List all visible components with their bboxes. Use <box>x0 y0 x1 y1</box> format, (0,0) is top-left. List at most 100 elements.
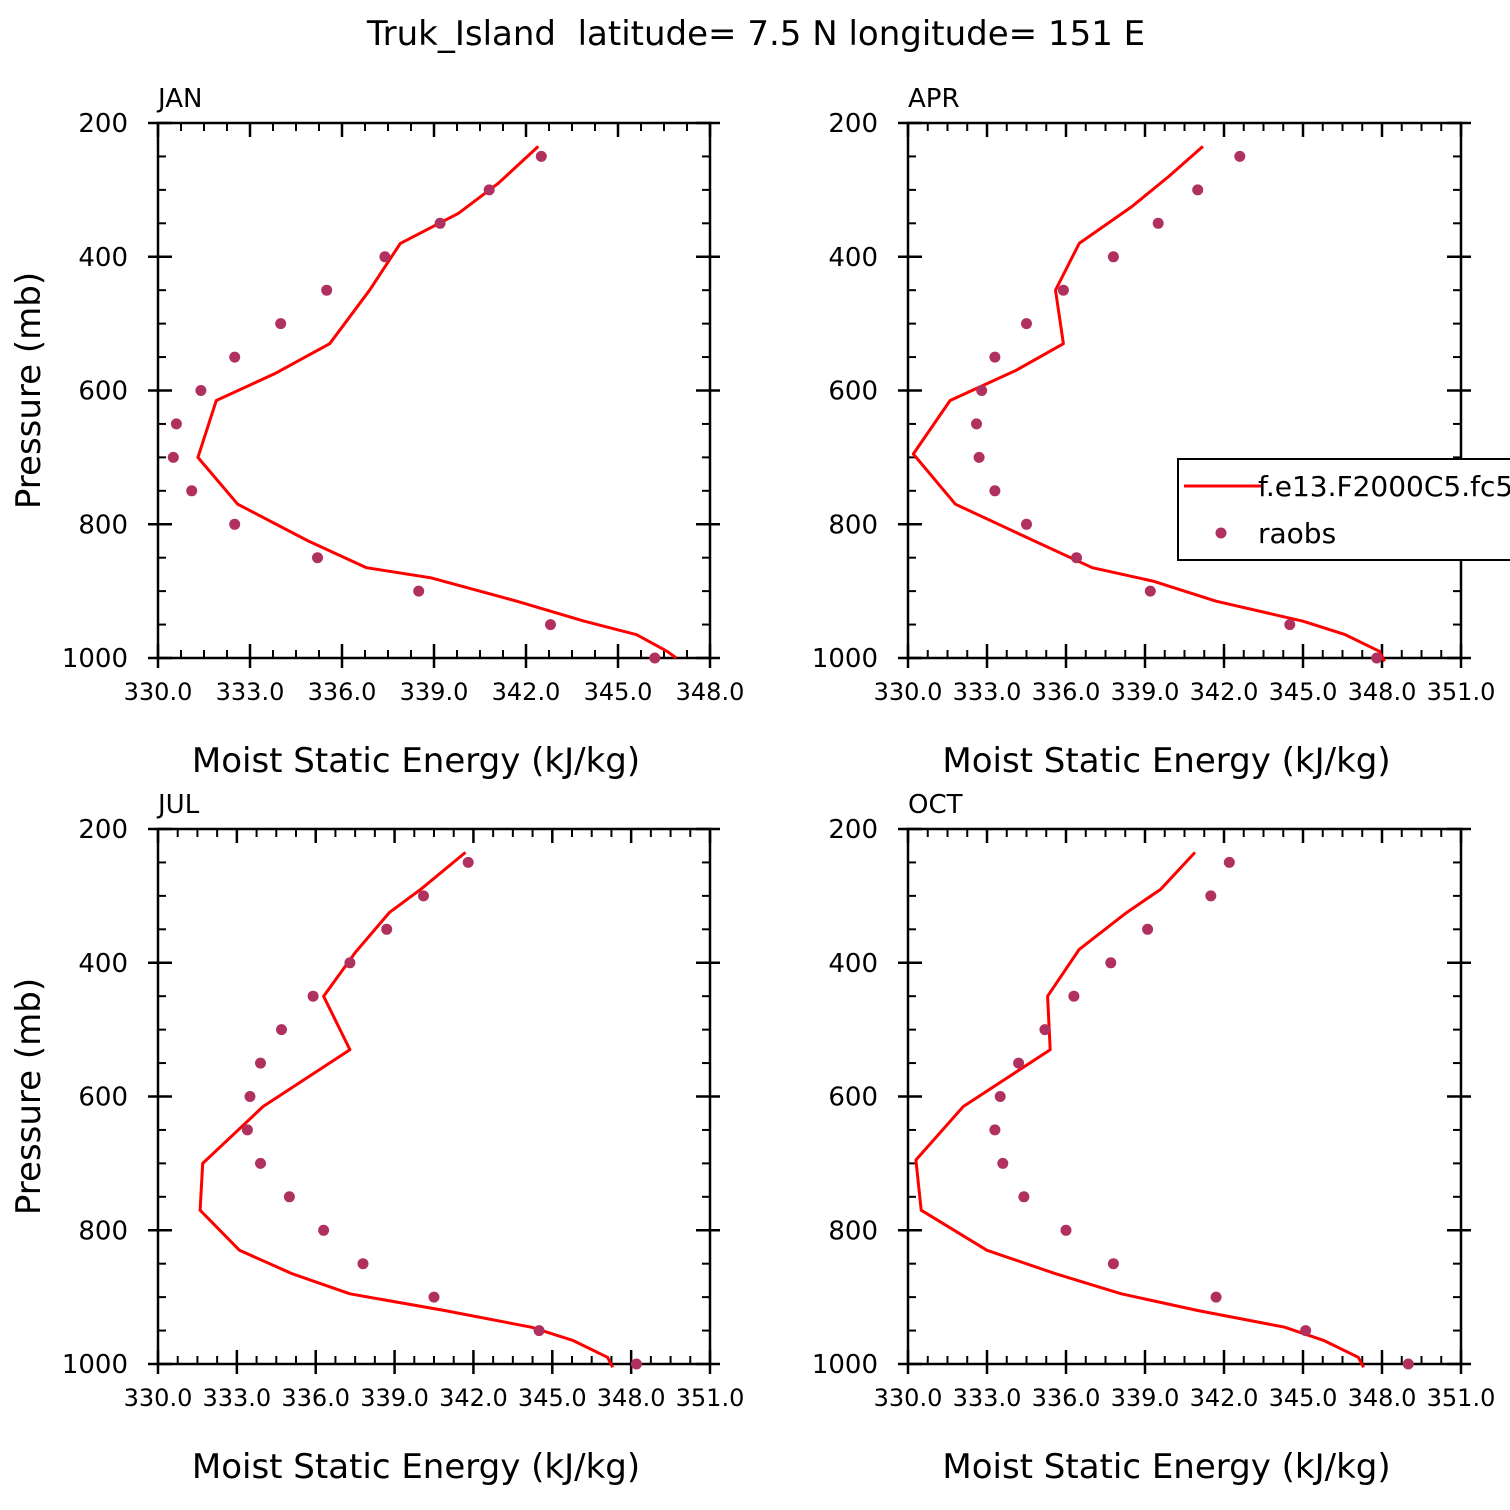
obs-point <box>255 1157 266 1169</box>
obs-point <box>997 1157 1009 1169</box>
x-axis-label: Moist Static Energy (kJ/kg) <box>942 1447 1390 1487</box>
obs-point <box>989 351 1001 363</box>
x-tick-label: 351.0 <box>1427 1384 1496 1412</box>
x-tick-label: 339.0 <box>400 678 469 706</box>
y-tick-label: 200 <box>828 815 878 845</box>
panel-label: OCT <box>908 790 963 820</box>
x-tick-label: 351.0 <box>676 1384 745 1412</box>
x-tick-label: 348.0 <box>1348 678 1417 706</box>
obs-point <box>357 1258 369 1270</box>
obs-point <box>1105 957 1117 969</box>
y-tick-label: 200 <box>78 815 128 845</box>
plot-frame <box>156 827 712 1366</box>
obs-point <box>167 451 179 463</box>
y-tick-label: 1000 <box>812 1350 878 1380</box>
y-tick-label: 600 <box>78 1083 128 1113</box>
obs-point <box>1152 217 1164 229</box>
x-tick-label: 336.0 <box>308 678 377 706</box>
y-tick-label: 200 <box>828 109 878 139</box>
x-tick-label: 333.0 <box>202 1384 271 1412</box>
obs-point <box>1107 251 1119 263</box>
obs-point <box>244 1091 256 1102</box>
obs-point <box>283 1191 295 1203</box>
obs-point <box>413 585 425 597</box>
obs-point <box>1223 856 1235 868</box>
obs-point <box>1284 619 1296 631</box>
x-tick-label: 336.0 <box>1032 678 1101 706</box>
y-tick-label: 400 <box>828 243 878 273</box>
x-axis-label: Moist Static Energy (kJ/kg) <box>942 741 1390 781</box>
x-tick-label: 336.0 <box>1032 1384 1101 1412</box>
series-group <box>914 851 1414 1370</box>
panel-label: APR <box>908 84 960 114</box>
obs-point <box>994 1091 1006 1102</box>
y-tick-label: 400 <box>828 949 878 979</box>
y-tick-label: 400 <box>78 243 128 273</box>
obs-point <box>344 957 356 969</box>
panel-jul: 330.0 333.0 336.0 339.0 342.0 345.0 348.0 351.0… <box>9 790 744 1487</box>
obs-point <box>971 418 982 430</box>
obs-point <box>462 856 474 868</box>
obs-point <box>1192 184 1204 196</box>
y-tick-label: 600 <box>828 377 878 407</box>
panel-apr: 330.0 333.0 336.0 339.0 342.0 345.0 348.0 351.0… <box>812 84 1496 781</box>
y-tick-label: 800 <box>828 1216 878 1246</box>
y-tick-label: 400 <box>78 949 128 979</box>
model-line <box>914 851 1365 1369</box>
obs-point <box>630 1358 642 1370</box>
y-axis-label: Pressure (mb) <box>9 272 49 509</box>
obs-point <box>649 652 661 664</box>
x-tick-label: 342.0 <box>439 1384 508 1412</box>
model-line <box>911 145 1386 662</box>
x-tick-label: 333.0 <box>953 1384 1022 1412</box>
x-tick-label: 348.0 <box>676 678 745 706</box>
x-tick-label: 330.0 <box>874 678 943 706</box>
x-tick-label: 348.0 <box>597 1384 666 1412</box>
x-tick-label: 342.0 <box>1190 1384 1259 1412</box>
obs-point <box>241 1124 253 1136</box>
x-axis-label: Moist Static Energy (kJ/kg) <box>192 741 640 781</box>
x-tick-label: 342.0 <box>1190 678 1259 706</box>
x-tick-label: 333.0 <box>216 678 285 706</box>
obs-point <box>1234 150 1246 162</box>
obs-point <box>195 385 207 396</box>
obs-point <box>535 150 547 162</box>
obs-point <box>973 451 985 463</box>
model-line <box>198 851 615 1368</box>
obs-point <box>307 990 319 1002</box>
obs-point <box>1205 890 1217 902</box>
obs-point <box>318 1224 330 1236</box>
x-tick-label: 345.0 <box>1269 1384 1338 1412</box>
x-tick-label: 336.0 <box>281 1384 350 1412</box>
obs-point <box>976 385 988 396</box>
legend-model-label: f.e13.F2000C5.fc5 <box>1258 470 1510 503</box>
x-tick-label: 345.0 <box>1269 678 1338 706</box>
obs-point <box>275 318 287 330</box>
series-group <box>167 145 678 664</box>
plot-frame <box>906 121 1463 660</box>
obs-point <box>545 619 556 631</box>
figure-title: Truk_Island latitude= 7.5 N longitude= 1… <box>366 14 1145 54</box>
y-tick-label: 1000 <box>62 644 128 674</box>
plot-frame <box>906 827 1463 1366</box>
obs-point <box>989 1124 1001 1136</box>
x-tick-label: 345.0 <box>584 678 653 706</box>
obs-point <box>434 217 446 229</box>
obs-point <box>229 351 241 363</box>
y-tick-label: 600 <box>828 1083 878 1113</box>
legend-marker-swatch <box>1215 527 1227 539</box>
y-tick-label: 600 <box>78 377 128 407</box>
panel-label: JAN <box>156 84 202 114</box>
obs-point <box>170 418 182 430</box>
obs-point <box>321 284 333 296</box>
obs-point <box>989 485 1001 497</box>
obs-point <box>255 1057 266 1069</box>
obs-point <box>428 1291 440 1303</box>
obs-point <box>312 552 323 564</box>
y-tick-label: 1000 <box>62 1350 128 1380</box>
obs-point <box>483 184 495 196</box>
x-tick-label: 339.0 <box>360 1384 429 1412</box>
obs-point <box>1018 1191 1030 1203</box>
x-axis-label: Moist Static Energy (kJ/kg) <box>192 1447 640 1487</box>
